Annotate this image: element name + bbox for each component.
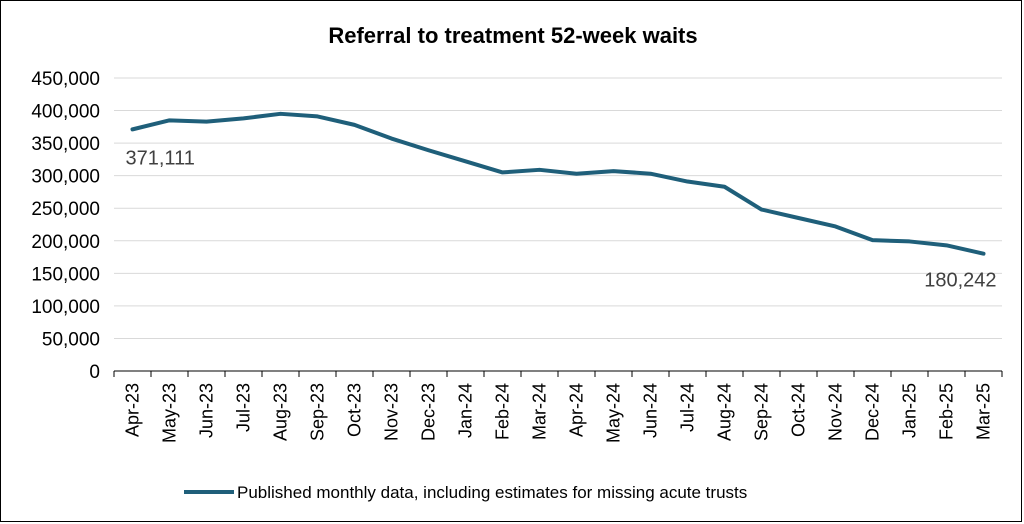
- x-tick-label: Dec-24: [863, 383, 883, 441]
- x-tick-label: May-24: [604, 383, 624, 443]
- x-tick-label: Dec-23: [419, 383, 439, 441]
- y-tick-label: 450,000: [31, 69, 100, 90]
- x-tick-label: Jan-25: [900, 383, 920, 438]
- x-tick-label: Oct-23: [345, 383, 365, 437]
- y-tick-label: 400,000: [31, 102, 100, 123]
- x-tick-label: Apr-24: [567, 383, 587, 437]
- x-tick-label: Oct-24: [789, 383, 809, 437]
- x-axis-ticks: Apr-23 May-23 Jun-23 Jul-23 Aug-23 Sep-23 Oct-…: [123, 383, 994, 443]
- y-tick-label: 100,000: [31, 297, 100, 318]
- y-tick-label: 50,000: [42, 329, 100, 350]
- y-tick-label: 200,000: [31, 232, 100, 253]
- x-tick-label: Jul-23: [234, 383, 254, 432]
- data-labels: 371,111 180,242: [126, 147, 997, 291]
- legend: Published monthly data, including estima…: [184, 483, 747, 502]
- y-tick-label: 300,000: [31, 167, 100, 188]
- x-tick-label: Aug-24: [715, 383, 735, 441]
- x-tick-label: Jun-24: [641, 383, 661, 438]
- x-tick-label: Feb-25: [937, 383, 957, 440]
- x-tick-label: Mar-25: [974, 383, 994, 440]
- x-tick-label: Apr-23: [123, 383, 143, 437]
- y-tick-label: 350,000: [31, 134, 100, 155]
- x-tick-label: Mar-24: [530, 383, 550, 440]
- x-tick-label: Sep-23: [308, 383, 328, 441]
- x-tick-label: Feb-24: [493, 383, 513, 440]
- x-tick-label: Aug-23: [271, 383, 291, 441]
- series-line: [130, 111, 986, 256]
- y-axis-ticks: 0 50,000 100,000 150,000 200,000 250,000 300,0…: [31, 69, 100, 383]
- gridlines: [113, 77, 1003, 377]
- chart-title: Referral to treatment 52-week waits: [328, 23, 697, 48]
- x-tick-label: Jul-24: [678, 383, 698, 432]
- x-tick-label: Nov-23: [382, 383, 402, 441]
- x-tick-label: Sep-24: [752, 383, 772, 441]
- data-label-first: 371,111: [126, 147, 195, 169]
- y-tick-label: 0: [89, 362, 100, 383]
- x-tick-label: May-23: [160, 383, 180, 443]
- y-tick-label: 250,000: [31, 199, 100, 220]
- x-tick-label: Jun-23: [197, 383, 217, 438]
- series-layer: [130, 111, 986, 256]
- x-tick-label: Nov-24: [826, 383, 846, 441]
- data-label-last: 180,242: [924, 270, 996, 292]
- x-tick-label: Jan-24: [456, 383, 476, 438]
- y-tick-label: 150,000: [31, 264, 100, 285]
- legend-series-label: Published monthly data, including estima…: [237, 483, 747, 502]
